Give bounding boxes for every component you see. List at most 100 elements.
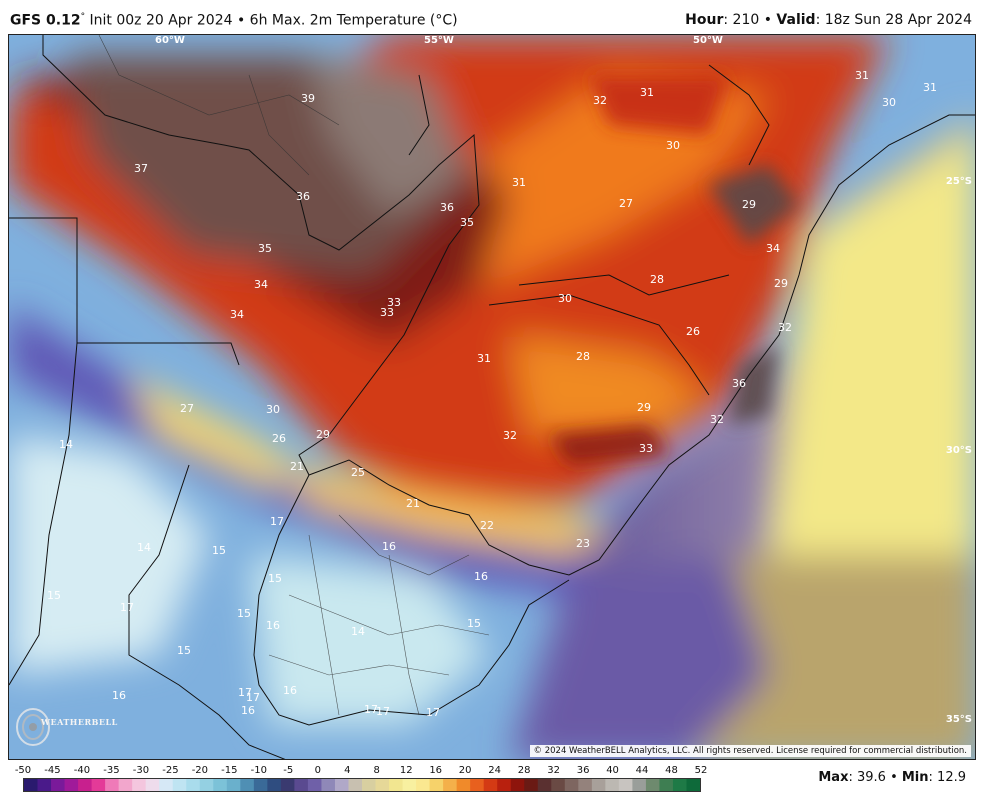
colorbar-tick-label: 20 [458,765,472,776]
colorbar-segment [78,779,93,791]
colorbar-segment [632,779,647,791]
colorbar-segment [483,779,498,791]
colorbar-segment [389,779,404,791]
colorbar-segment [267,779,282,791]
temp-label: 36 [732,377,746,390]
temp-label: 29 [637,401,651,414]
temp-label: 17 [120,601,134,614]
political-borders [9,35,975,759]
temp-label: 32 [778,321,792,334]
temp-label: 31 [512,176,526,189]
colorbar-tick-label: 0 [314,765,321,776]
colorbar-segment [348,779,363,791]
temp-label: 17 [364,703,378,716]
weatherbell-swirl-icon [16,708,50,746]
colorbar-segment [497,779,512,791]
lon-label-60w: 60°W [155,35,185,46]
temp-label: 34 [766,242,780,255]
colorbar-segment [659,779,674,791]
colorbar-segment [172,779,187,791]
min-value: : 12.9 [928,770,966,785]
colorbar-tick-label: 36 [576,765,590,776]
colorbar-tick-label: 12 [399,765,413,776]
colorbar-tick-label: 48 [665,765,678,776]
temp-label: 30 [666,139,680,152]
colorbar-segment [145,779,160,791]
colorbar-tick-label: -25 [162,765,179,776]
colorbar-tick-label: 8 [373,765,380,776]
colorbar-segment [159,779,174,791]
colorbar-segment [307,779,322,791]
temp-label: 14 [137,541,151,554]
temp-label: 29 [316,428,330,441]
colorbar-segment [510,779,525,791]
temp-label: 36 [440,201,454,214]
colorbar-segment [591,779,606,791]
temp-label: 17 [426,706,440,719]
temp-label: 17 [246,691,260,704]
temp-label: 31 [923,81,937,94]
temp-label: 14 [59,438,73,451]
map-header: GFS 0.12° Init 00z 20 Apr 2024 • 6h Max.… [0,0,984,34]
colorbar-tick-label: -15 [221,765,238,776]
colorbar-tick-label: -20 [191,765,209,776]
colorbar-segment [253,779,268,791]
colorbar-segment [199,779,214,791]
colorbar-segment [672,779,687,791]
temp-label: 15 [237,607,251,620]
state-borders [98,35,490,716]
colorbar-tick-label: 32 [547,765,560,776]
temp-label: 25 [351,466,365,479]
colorbar-segment [551,779,566,791]
colorbar-segment [321,779,336,791]
min-label: Min [901,770,929,785]
temperature-field: 39 37 36 36 35 35 34 34 33 33 31 32 31 3… [9,35,975,759]
temp-label: 31 [640,86,654,99]
colorbar-segment [132,779,147,791]
colorbar-tick-label: 40 [606,765,619,776]
colorbar-tick-label: 44 [635,765,649,776]
colorbar-segment [186,779,201,791]
logo-text: WEATHERBELL [41,717,118,727]
temp-label: 23 [576,537,590,550]
colorbar-segment [240,779,255,791]
temp-label: 34 [230,308,244,321]
temp-label: 15 [47,589,61,602]
temp-label: 27 [180,402,194,415]
temp-label: 34 [254,278,268,291]
colorbar-segment [402,779,417,791]
colorbar-segment [213,779,228,791]
colorbar-segment [51,779,66,791]
valid-value: : 18z Sun 28 Apr 2024 [815,12,972,28]
colorbar-segment [37,779,52,791]
colorbar-tick-label: -40 [73,765,91,776]
colorbar-segment [91,779,106,791]
colorbar-segment [118,779,133,791]
temp-label: 17 [270,515,284,528]
colorbar-tick-label: 28 [517,765,531,776]
temp-label: 21 [290,460,304,473]
temp-label: 16 [266,619,280,632]
colorbar-tick-label: -5 [283,765,294,776]
colorbar-segment [24,779,39,791]
colorbar-segment [362,779,377,791]
temp-label: 31 [855,69,869,82]
temp-label: 28 [650,273,664,286]
lon-label-55w: 55°W [424,35,454,46]
temp-label: 16 [474,570,488,583]
hour-label: Hour [685,12,724,28]
colorbar-segment [470,779,485,791]
temp-label: 16 [382,540,396,553]
colorbar-segment [456,779,471,791]
temp-label: 39 [301,92,315,105]
colorbar-segment [334,779,349,791]
colorbar-tick-label: -10 [250,765,267,776]
colorbar [23,778,701,792]
temp-label: 26 [686,325,700,338]
lat-label-30s: 30°S [945,445,972,456]
colorbar-tick-label: 52 [694,765,708,776]
temp-label: 16 [283,684,297,697]
colorbar-tick-label: -30 [132,765,150,776]
temp-label: 22 [480,519,494,532]
valid-info: Hour: 210 • Valid: 18z Sun 28 Apr 2024 [685,12,972,28]
